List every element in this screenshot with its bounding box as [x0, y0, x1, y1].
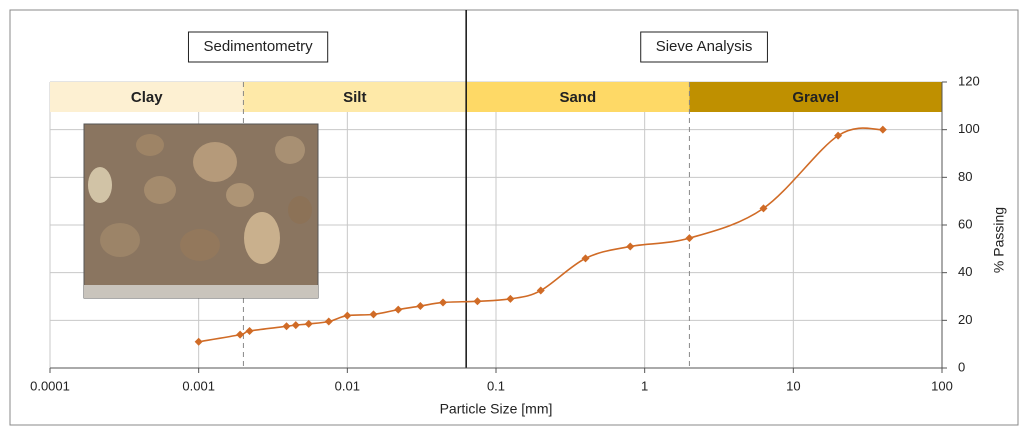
y-tick-label: 20	[958, 312, 972, 327]
section-label: Sedimentometry	[203, 38, 313, 55]
data-point	[369, 310, 378, 319]
x-tick-label: 0.01	[335, 378, 360, 393]
zone-label: Silt	[343, 89, 366, 106]
y-tick-label: 80	[958, 169, 972, 184]
data-point	[236, 330, 245, 339]
data-point	[878, 125, 887, 134]
data-point	[438, 298, 447, 307]
data-point	[304, 319, 313, 328]
data-point	[324, 317, 333, 326]
x-axis-title: Particle Size [mm]	[440, 401, 553, 417]
data-point	[282, 322, 291, 331]
x-tick-label: 100	[931, 378, 953, 393]
data-point	[685, 234, 694, 243]
zone-band	[50, 82, 244, 112]
zone-label: Clay	[131, 89, 163, 106]
zone-label: Sand	[559, 89, 596, 106]
y-axis-title: % Passing	[991, 207, 1007, 273]
y-tick-label: 60	[958, 216, 972, 231]
zone-label: Gravel	[792, 89, 839, 106]
data-point	[536, 286, 545, 295]
zone-band	[243, 82, 467, 112]
data-point	[473, 297, 482, 306]
soil-photo	[83, 123, 319, 299]
x-tick-label: 0.0001	[30, 378, 70, 393]
y-tick-label: 40	[958, 264, 972, 279]
data-point	[343, 311, 352, 320]
section-box	[640, 31, 768, 63]
x-tick-label: 1	[641, 378, 648, 393]
data-point	[245, 327, 254, 336]
zone-band	[466, 82, 690, 112]
y-tick-label: 100	[958, 121, 980, 136]
x-tick-label: 0.001	[182, 378, 215, 393]
data-point	[626, 242, 635, 251]
data-point	[394, 305, 403, 314]
zone-band	[689, 82, 942, 112]
data-point	[581, 254, 590, 263]
data-point	[194, 337, 203, 346]
data-point	[506, 294, 515, 303]
x-tick-label: 10	[786, 378, 800, 393]
section-label: Sieve Analysis	[656, 38, 753, 55]
x-tick-label: 0.1	[487, 378, 505, 393]
data-point	[834, 131, 843, 140]
data-point	[291, 321, 300, 330]
data-point	[759, 204, 768, 213]
section-box	[187, 31, 329, 63]
y-tick-label: 0	[958, 359, 965, 374]
data-point	[416, 302, 425, 311]
y-tick-label: 120	[958, 73, 980, 88]
